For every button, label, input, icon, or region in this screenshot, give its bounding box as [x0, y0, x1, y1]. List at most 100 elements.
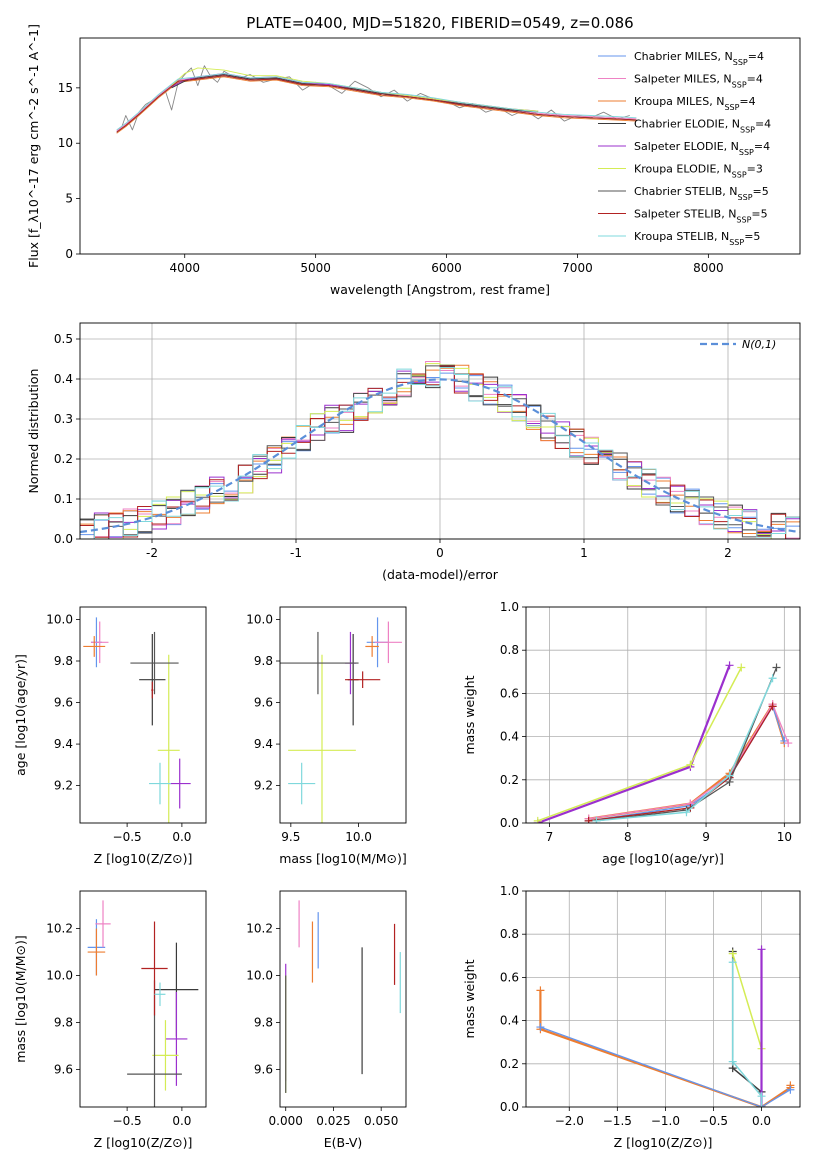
series-line	[731, 953, 763, 1107]
series-line	[588, 703, 789, 820]
y-axis-label: mass [log10(M/M⊙)]	[13, 935, 28, 1063]
y-tick-label: 15	[58, 81, 73, 95]
series-salpeter-elodie	[533, 661, 734, 823]
y-tick-label: 9.4	[54, 737, 73, 751]
x-tick-label: 7000	[562, 261, 593, 275]
point-marker	[686, 760, 695, 769]
series-salpeter-elodie	[757, 945, 766, 1107]
y-tick-label: 0.2	[54, 452, 73, 466]
panel-age-mass: 9.5 10.0 9.2 9.4 9.6 9.8 10.0 mass [log10(M/M⊙)…	[246, 606, 407, 866]
errorbar-kroupa-elodie	[152, 1020, 179, 1091]
legend-label-salpeter-miles: Salpeter MILES, NSSP=4	[634, 73, 763, 90]
errorbar-kroupa-stelib	[154, 982, 166, 1007]
series-kroupa-elodie	[171, 67, 539, 112]
x-axis-label: Z [log10(Z/Z⊙)]	[94, 1135, 193, 1150]
x-axis-label: Z [log10(Z/Z⊙)]	[94, 851, 193, 866]
x-axis-label: mass [log10(M/M⊙)]	[279, 851, 407, 866]
y-tick-label: 9.4	[254, 737, 273, 751]
y-tick-label: 9.8	[254, 1015, 273, 1029]
x-tick-label: −2.0	[555, 1114, 584, 1128]
x-tick-label: 8000	[693, 261, 724, 275]
y-tick-label: 0.0	[500, 816, 519, 830]
errorbar-salpeter-elodie	[168, 758, 191, 809]
x-tick-label: 4000	[169, 261, 200, 275]
series-kroupa-elodie	[728, 949, 766, 1107]
plot-area-residuals	[80, 360, 800, 539]
x-tick-label: −1.0	[651, 1114, 680, 1128]
x-axis-label: Z [log10(Z/Z⊙)]	[614, 1135, 713, 1150]
x-tick-label: 0.0	[172, 830, 191, 844]
y-tick-label: 9.8	[254, 654, 273, 668]
errorbar-kroupa-elodie	[288, 654, 356, 823]
plot-area-mass-EBV	[285, 900, 401, 1093]
y-axis-label: Flux [f_λ10^-17 erg cm^-2 s^-1 A^-1]	[26, 24, 41, 268]
point-marker	[725, 771, 734, 780]
series-chabrier-elodie	[171, 74, 539, 113]
plot-area-massweight-age	[533, 661, 793, 823]
series-salpeter-stelib	[584, 702, 777, 823]
point-marker	[757, 1103, 766, 1107]
panel-mass-EBV: 0.000 0.025 0.050 9.6 9.8 10.0 10.2 E(B-V)	[246, 890, 407, 1150]
y-tick-label: 0.4	[54, 372, 73, 386]
point-marker	[728, 1057, 737, 1066]
series-line	[537, 667, 742, 822]
y-tick-label: 9.8	[54, 1015, 73, 1029]
y-tick-label: 1.0	[500, 600, 519, 614]
panel-massweight-Z: −2.0 −1.5 −1.0 −0.5 0.0 0.0 0.2 0.4 0.6 0.8 1.0 Z […	[462, 884, 801, 1150]
x-tick-label: 0	[436, 546, 444, 560]
y-tick-label: 9.6	[54, 1062, 73, 1076]
x-axis-label: age [log10(age/yr)]	[602, 851, 724, 866]
point-marker	[786, 1085, 795, 1094]
axes-frame	[279, 890, 407, 1108]
legend-label-kroupa-stelib: Kroupa STELIB, NSSP=5	[634, 230, 760, 247]
y-tick-label: 10.0	[246, 969, 273, 983]
x-tick-label: −0.5	[699, 1114, 728, 1128]
y-axis-label: mass weight	[462, 675, 477, 754]
errorbar-salpeter-stelib	[151, 681, 154, 699]
y-tick-label: 10.0	[46, 969, 73, 983]
plot-area-spectrum	[116, 65, 637, 134]
y-tick-label: 9.6	[254, 1062, 273, 1076]
y-tick-label: 9.2	[254, 779, 273, 793]
axes-frame	[525, 606, 801, 824]
errorbar-chabrier-stelib	[130, 631, 179, 695]
errorbar-salpeter-miles	[90, 621, 109, 664]
series-chabrier-stelib	[116, 75, 637, 133]
point-marker	[737, 663, 746, 672]
point-marker	[757, 945, 766, 954]
y-tick-label: 0.6	[500, 686, 519, 700]
y-tick-label: 10.2	[46, 922, 73, 936]
series-chabrier-miles	[116, 75, 637, 133]
point-marker	[592, 816, 601, 823]
series-chabrier-elodie	[728, 947, 766, 1107]
series-chabrier-stelib	[592, 663, 781, 823]
x-tick-label: 0.050	[364, 1114, 398, 1128]
legend-label-chabrier-stelib: Chabrier STELIB, NSSP=5	[634, 185, 769, 202]
y-tick-label: 10	[58, 136, 73, 150]
legend: Chabrier MILES, NSSP=4 Salpeter MILES, NS…	[598, 50, 771, 247]
point-marker	[728, 949, 737, 958]
series-line	[731, 951, 763, 1107]
axes-frame	[79, 37, 801, 255]
y-tick-label: 0.8	[500, 643, 519, 657]
x-axis-label: (data-model)/error	[382, 567, 499, 582]
axes-frame	[279, 606, 407, 824]
point-marker	[725, 661, 734, 670]
point-marker	[536, 1023, 545, 1032]
y-axis-label: age [log10(age/yr)]	[13, 654, 28, 776]
x-tick-label: 1	[580, 546, 588, 560]
point-marker	[768, 674, 777, 683]
y-tick-label: 0.8	[500, 927, 519, 941]
x-tick-label: 10	[777, 830, 792, 844]
y-axis-label: mass weight	[462, 959, 477, 1038]
data-spectrum	[116, 65, 630, 133]
y-tick-label: 0.2	[500, 773, 519, 787]
panel-massweight-age: 7 8 9 10 0.0 0.2 0.4 0.6 0.8 1.0 age [log10(age/yr…	[462, 600, 801, 866]
x-tick-label: 5000	[300, 261, 331, 275]
x-axis-label: E(B-V)	[324, 1135, 363, 1150]
errorbar-kroupa-elodie	[157, 654, 180, 823]
errorbar-kroupa-stelib	[149, 762, 171, 805]
x-tick-label: −0.5	[113, 1114, 142, 1128]
y-tick-label: 10.0	[46, 612, 73, 626]
x-tick-label: −0.5	[113, 830, 142, 844]
